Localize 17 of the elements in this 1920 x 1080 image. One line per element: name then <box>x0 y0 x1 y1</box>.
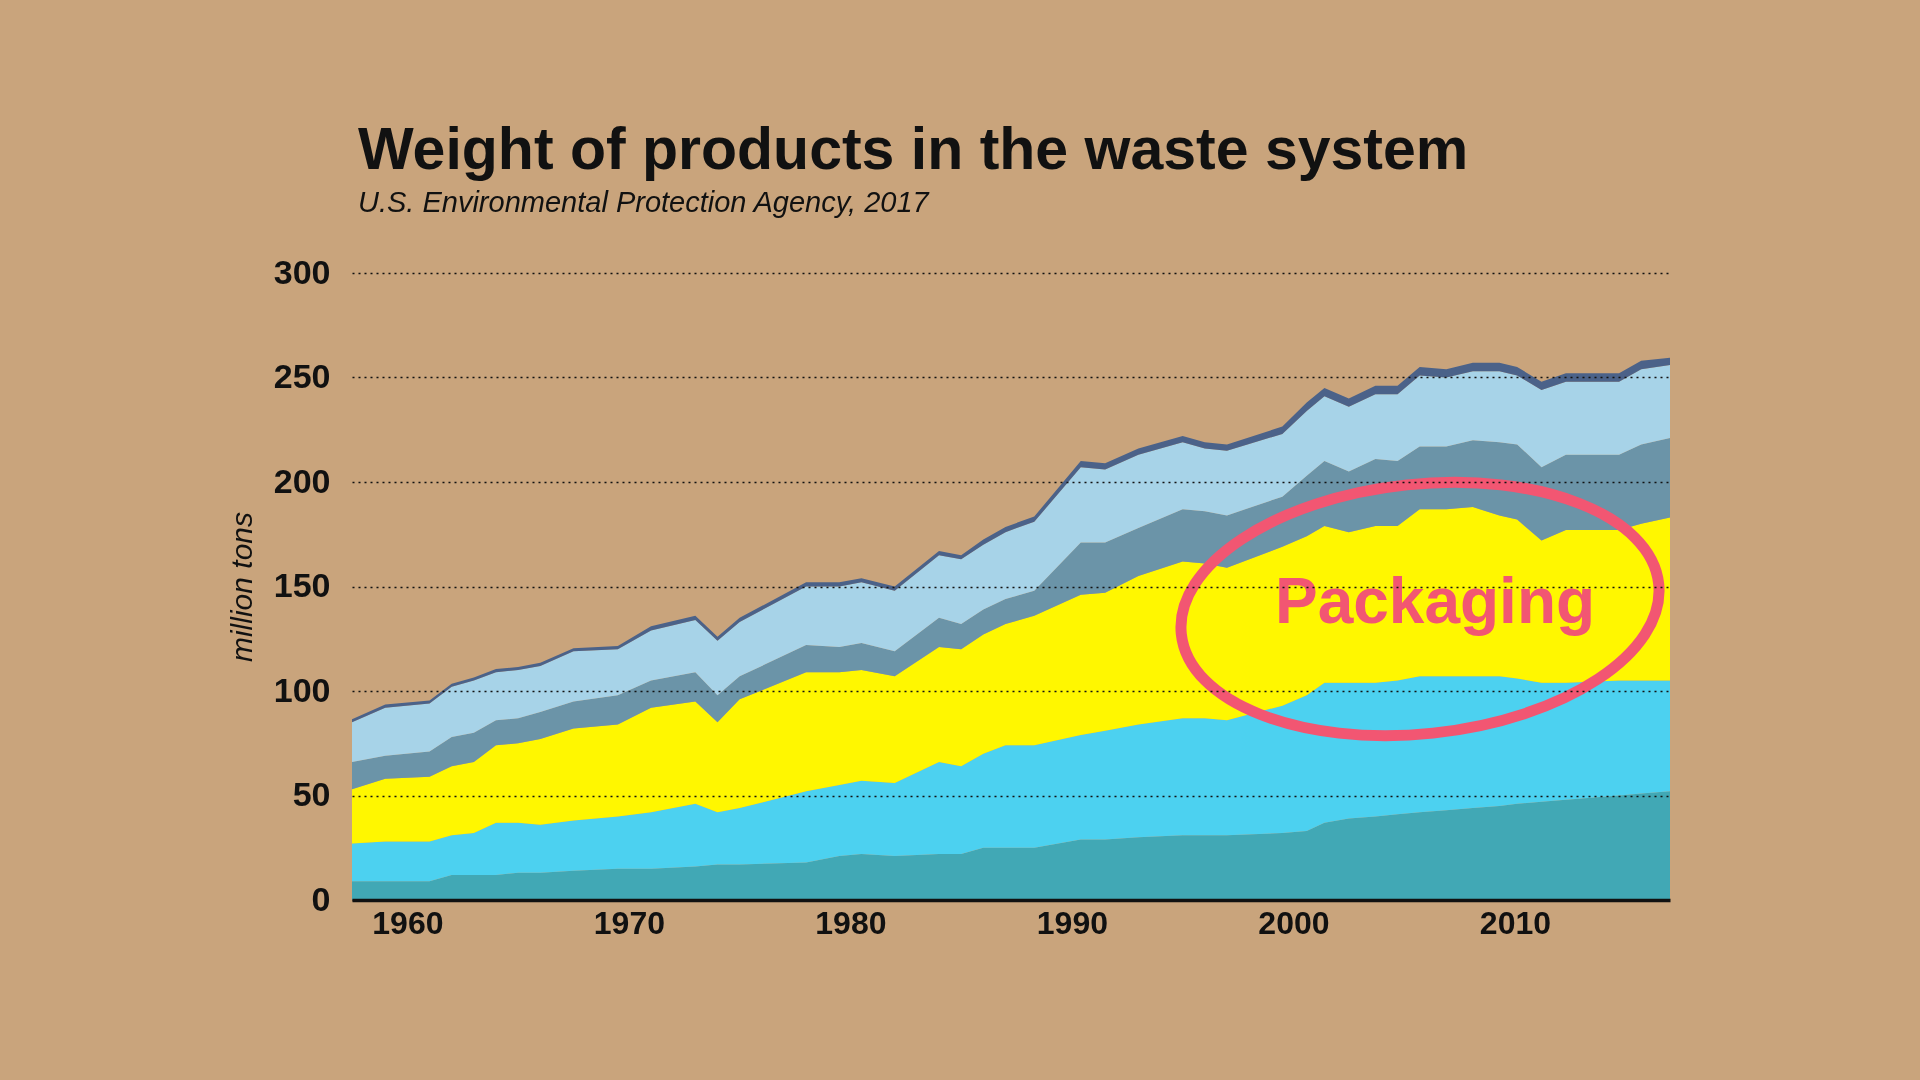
y-tick-label: 50 <box>292 775 331 813</box>
x-tick-label: 1960 <box>372 904 444 941</box>
y-tick-label: 200 <box>273 461 331 500</box>
y-axis-title: million tons <box>224 511 258 663</box>
y-tick-label: 300 <box>273 252 331 291</box>
chart-subtitle: U.S. Environmental Protection Agency, 2017 <box>358 186 931 218</box>
y-tick-label: 150 <box>273 566 331 604</box>
x-tick-label: 2000 <box>1258 904 1330 941</box>
annotation: Packaging <box>1274 565 1596 637</box>
x-tick-label: 2010 <box>1479 904 1552 941</box>
y-tick-label: 100 <box>273 670 331 709</box>
x-tick-label: 1970 <box>593 904 665 941</box>
y-tick-label: 250 <box>273 357 331 395</box>
x-tick-label: 1980 <box>815 904 887 941</box>
chart-title: Weight of products in the waste system <box>358 116 1469 182</box>
x-tick-label: 1990 <box>1036 904 1109 941</box>
y-tick-label: 0 <box>311 879 331 918</box>
